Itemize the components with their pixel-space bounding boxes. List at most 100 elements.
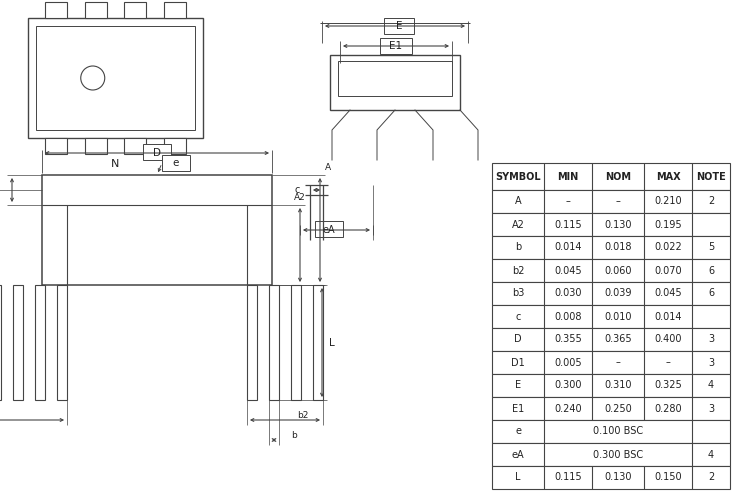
Text: 0.325: 0.325 bbox=[654, 380, 682, 390]
Text: b: b bbox=[514, 242, 521, 252]
Bar bbox=[164, 138, 185, 154]
Text: e: e bbox=[172, 158, 179, 168]
Text: D1: D1 bbox=[512, 358, 525, 368]
Text: e: e bbox=[515, 426, 521, 436]
Text: 0.010: 0.010 bbox=[604, 312, 631, 322]
Text: 0.018: 0.018 bbox=[604, 242, 631, 252]
Bar bbox=[492, 282, 730, 305]
Bar bbox=[13, 285, 23, 400]
Text: 0.150: 0.150 bbox=[654, 472, 682, 482]
Text: E: E bbox=[515, 380, 521, 390]
Text: 0.355: 0.355 bbox=[554, 334, 582, 344]
Text: D: D bbox=[514, 334, 522, 344]
Text: 0.045: 0.045 bbox=[654, 288, 682, 298]
Text: 0.365: 0.365 bbox=[604, 334, 631, 344]
Text: –: – bbox=[665, 358, 670, 368]
Bar bbox=[315, 221, 343, 237]
Text: L: L bbox=[515, 472, 520, 482]
Bar bbox=[384, 18, 414, 34]
Bar bbox=[492, 190, 730, 213]
Bar bbox=[36, 26, 195, 130]
Text: 0.130: 0.130 bbox=[604, 472, 631, 482]
Text: A: A bbox=[325, 162, 331, 172]
Bar bbox=[124, 2, 146, 18]
Bar bbox=[269, 285, 279, 400]
Bar bbox=[57, 285, 67, 400]
Bar bbox=[492, 305, 730, 328]
Text: 0.039: 0.039 bbox=[604, 288, 631, 298]
Text: 0.045: 0.045 bbox=[554, 266, 582, 276]
Text: 0.070: 0.070 bbox=[654, 266, 682, 276]
Bar bbox=[28, 18, 203, 138]
Bar bbox=[143, 144, 171, 160]
Bar bbox=[247, 285, 257, 400]
Bar bbox=[492, 397, 730, 420]
Text: A2: A2 bbox=[512, 220, 524, 230]
Bar bbox=[492, 443, 730, 466]
Text: E1: E1 bbox=[512, 404, 524, 413]
Text: SYMBOL: SYMBOL bbox=[495, 172, 541, 181]
Text: 4: 4 bbox=[708, 450, 714, 460]
Text: 0.130: 0.130 bbox=[604, 220, 631, 230]
Text: 0.005: 0.005 bbox=[554, 358, 582, 368]
Bar bbox=[492, 163, 730, 190]
Bar bbox=[46, 138, 68, 154]
Text: 0.030: 0.030 bbox=[554, 288, 582, 298]
Text: 0.300 BSC: 0.300 BSC bbox=[593, 450, 643, 460]
Bar bbox=[313, 285, 323, 400]
Text: 2: 2 bbox=[708, 196, 714, 206]
Text: L: L bbox=[329, 338, 334, 347]
Text: 0.250: 0.250 bbox=[604, 404, 631, 413]
Text: 0.310: 0.310 bbox=[604, 380, 631, 390]
Bar bbox=[492, 351, 730, 374]
Bar bbox=[85, 2, 106, 18]
Bar bbox=[124, 138, 146, 154]
Text: E: E bbox=[396, 21, 402, 31]
Text: 0.240: 0.240 bbox=[554, 404, 582, 413]
Text: 0.014: 0.014 bbox=[654, 312, 682, 322]
Text: b3: b3 bbox=[512, 288, 524, 298]
Bar bbox=[162, 155, 190, 171]
Text: 3: 3 bbox=[708, 358, 714, 368]
Text: 4: 4 bbox=[708, 380, 714, 390]
Text: NOTE: NOTE bbox=[696, 172, 726, 181]
Text: 2: 2 bbox=[708, 472, 714, 482]
Bar bbox=[492, 420, 730, 443]
Text: 3: 3 bbox=[708, 404, 714, 413]
Text: 0.195: 0.195 bbox=[654, 220, 682, 230]
Text: 0.400: 0.400 bbox=[654, 334, 682, 344]
Text: 5: 5 bbox=[708, 242, 714, 252]
Text: b2: b2 bbox=[297, 410, 309, 420]
Bar bbox=[492, 328, 730, 351]
Text: E1: E1 bbox=[389, 41, 403, 51]
Text: A: A bbox=[514, 196, 521, 206]
Bar bbox=[492, 374, 730, 397]
Text: 0.008: 0.008 bbox=[554, 312, 582, 322]
Text: 0.115: 0.115 bbox=[554, 472, 582, 482]
Text: 0.060: 0.060 bbox=[604, 266, 631, 276]
Text: 0.100 BSC: 0.100 BSC bbox=[593, 426, 643, 436]
Bar bbox=[0, 285, 1, 400]
Text: NOM: NOM bbox=[605, 172, 631, 181]
Bar bbox=[35, 285, 45, 400]
Bar bbox=[492, 259, 730, 282]
Bar bbox=[42, 175, 272, 285]
Text: 6: 6 bbox=[708, 288, 714, 298]
Text: 0.115: 0.115 bbox=[554, 220, 582, 230]
Text: 0.014: 0.014 bbox=[554, 242, 582, 252]
Text: eA: eA bbox=[512, 450, 524, 460]
Text: –: – bbox=[616, 196, 620, 206]
Text: c: c bbox=[295, 185, 300, 195]
Bar bbox=[338, 61, 452, 96]
Bar bbox=[46, 2, 68, 18]
Text: 0.300: 0.300 bbox=[554, 380, 582, 390]
Bar bbox=[492, 213, 730, 236]
Bar bbox=[164, 2, 185, 18]
Text: MAX: MAX bbox=[656, 172, 680, 181]
Text: 0.022: 0.022 bbox=[654, 242, 682, 252]
Text: D: D bbox=[153, 148, 161, 158]
Text: N: N bbox=[111, 159, 120, 169]
Bar bbox=[85, 138, 106, 154]
Bar bbox=[380, 38, 412, 54]
Text: b: b bbox=[291, 430, 297, 440]
